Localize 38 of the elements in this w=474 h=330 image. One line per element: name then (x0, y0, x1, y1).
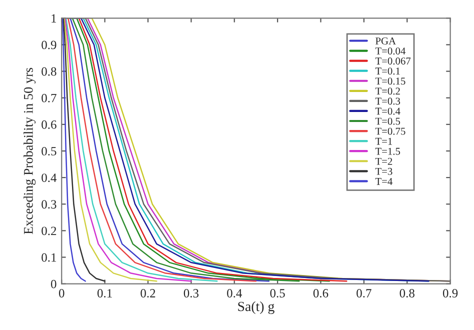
x-tick-label: 0.3 (184, 289, 199, 298)
x-tick-label: 0.5 (270, 289, 285, 298)
y-tick-label: 0.6 (42, 120, 56, 129)
y-tick-label: 0.7 (42, 94, 56, 102)
legend-label: T=2 (375, 158, 392, 165)
y-tick-label: 0.1 (42, 253, 56, 262)
y-tick-label: 0.9 (42, 40, 56, 50)
x-tick-label: 0.6 (313, 289, 328, 298)
legend-label: T=1.5 (375, 148, 400, 155)
legend-label: T=0.3 (375, 98, 400, 105)
legend-label: T=0.4 (375, 108, 400, 115)
y-axis-title: Exceeding Probability in 50 yrs (24, 68, 36, 234)
x-tick-label: 0.9 (442, 289, 458, 298)
legend-label: T=0.75 (375, 128, 406, 135)
x-tick-label: 0.2 (140, 289, 156, 298)
legend-label: PGA (376, 38, 396, 45)
legend-label: T=0.15 (375, 78, 406, 85)
x-tick-label: 0.7 (356, 289, 372, 298)
legend-label: T=1 (375, 138, 392, 145)
x-tick-label: 0.1 (97, 289, 112, 298)
legend-label: T=0.5 (375, 118, 400, 125)
y-tick-label: 0.2 (42, 226, 56, 236)
y-tick-label: 0.3 (42, 200, 56, 209)
x-tick-label: 0.8 (400, 289, 414, 298)
y-tick-label: 1 (52, 14, 56, 22)
x-axis-title: Sa(t) g (238, 301, 274, 314)
legend-label: T=0.067 (375, 58, 411, 65)
legend-label: T=0.1 (375, 68, 400, 75)
y-tick-label: 0.5 (42, 147, 56, 156)
legend-label: T=0.2 (375, 88, 400, 95)
y-tick-label: 0.8 (42, 67, 56, 76)
legend-label: T=3 (375, 168, 392, 175)
x-tick-label: 0 (58, 289, 64, 298)
legend-label: T=0.04 (375, 48, 406, 55)
y-tick-label: 0.4 (42, 174, 57, 182)
y-tick-label: 0 (50, 280, 56, 288)
legend-label: T=4 (375, 178, 392, 185)
x-tick-label: 0.4 (227, 289, 242, 298)
